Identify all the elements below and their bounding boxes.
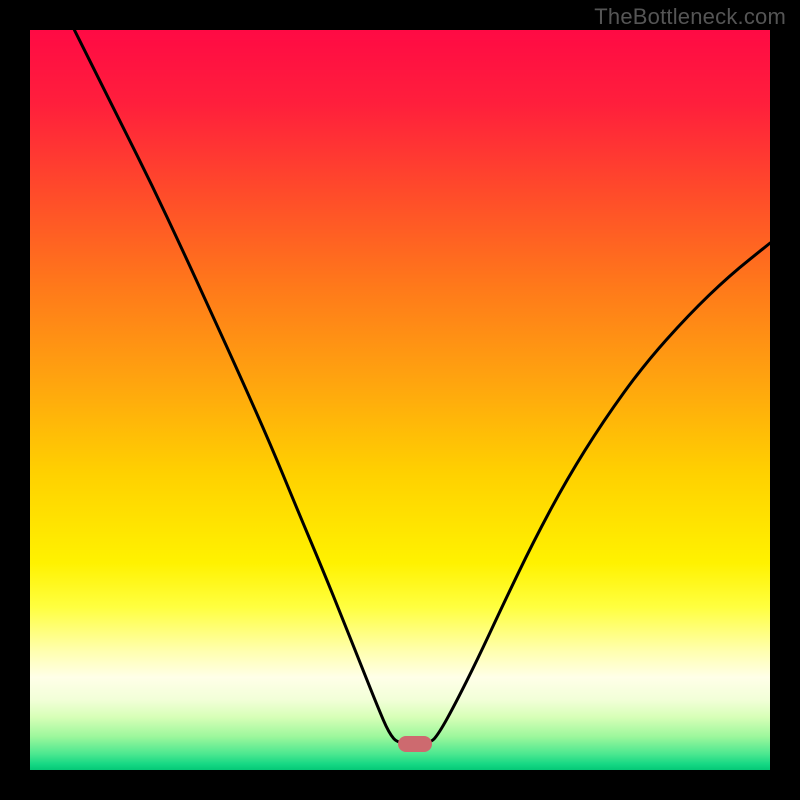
plot-area [30,30,770,770]
bottleneck-curve [74,30,770,744]
optimum-marker [398,736,432,752]
curve-svg [30,30,770,770]
stage: TheBottleneck.com [0,0,800,800]
watermark-text: TheBottleneck.com [594,4,786,30]
